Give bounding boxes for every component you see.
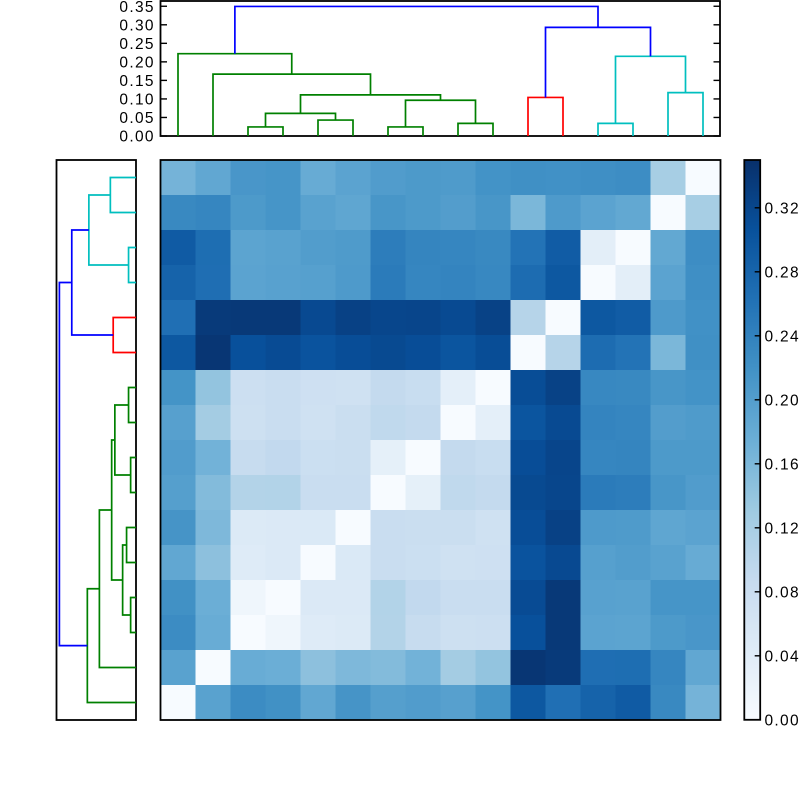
svg-text:0.20: 0.20 bbox=[765, 392, 800, 409]
svg-text:0.12: 0.12 bbox=[765, 520, 800, 537]
svg-text:0.15: 0.15 bbox=[119, 73, 154, 90]
svg-text:0.00: 0.00 bbox=[119, 129, 154, 146]
svg-text:0.05: 0.05 bbox=[119, 110, 154, 127]
svg-text:0.28: 0.28 bbox=[765, 264, 800, 281]
svg-text:0.24: 0.24 bbox=[765, 328, 800, 345]
svg-text:0.04: 0.04 bbox=[765, 648, 800, 665]
svg-text:0.08: 0.08 bbox=[765, 584, 800, 601]
svg-text:0.00: 0.00 bbox=[765, 712, 800, 729]
svg-text:0.30: 0.30 bbox=[119, 17, 154, 34]
svg-text:0.35: 0.35 bbox=[119, 0, 154, 16]
svg-text:0.32: 0.32 bbox=[765, 200, 800, 217]
svg-text:0.20: 0.20 bbox=[119, 54, 154, 71]
svg-text:0.10: 0.10 bbox=[119, 91, 154, 108]
svg-text:0.16: 0.16 bbox=[765, 456, 800, 473]
svg-text:0.25: 0.25 bbox=[119, 36, 154, 53]
